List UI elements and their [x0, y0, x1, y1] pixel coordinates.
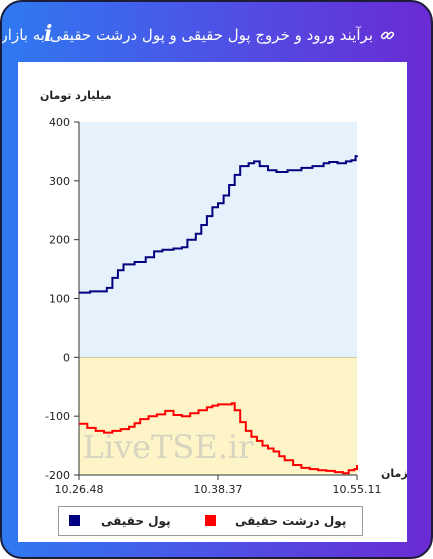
legend-swatch-big-real-money: [205, 515, 216, 526]
y-tick-label: -100: [45, 410, 70, 423]
chart-panel: 400 300 200 100 0 -100 -200 10.26.48 10.38.37 10.…: [18, 62, 408, 542]
y-tick-label: 300: [49, 175, 70, 188]
card-header: i برآیند ورود و خروج پول حقیقی و پول درش…: [0, 2, 431, 62]
link-icon[interactable]: [380, 28, 395, 43]
y-axis-label: میلیارد تومان: [40, 89, 112, 102]
x-tick-label: 10.38.37: [194, 483, 243, 496]
chart-legend: پول حقیقی پول درشت حقیقی: [58, 506, 363, 536]
x-tick-label: 10.26.48: [55, 483, 104, 496]
y-tick-label: -200: [45, 469, 70, 482]
x-tick-label: 10.55.11: [333, 483, 382, 496]
info-icon[interactable]: i: [44, 21, 53, 47]
series-line-big-real-money: [79, 402, 358, 475]
legend-label-big-real-money: پول درشت حقیقی: [235, 514, 347, 528]
legend-swatch-real-money: [69, 515, 80, 526]
y-tick-label: 200: [49, 234, 70, 247]
x-axis-label: زمان: [381, 467, 408, 480]
y-tick-label: 400: [49, 116, 70, 129]
y-tick-label: 0: [63, 351, 70, 364]
watermark: LiveTSE.ir: [83, 428, 255, 466]
legend-label-real-money: پول حقیقی: [101, 514, 171, 528]
series-line-real-money: [79, 155, 358, 294]
negative-area: [79, 357, 357, 475]
y-tick-label: 100: [49, 293, 70, 306]
card-title: برآیند ورود و خروج پول حقیقی و پول درشت …: [0, 26, 373, 44]
positive-area: [79, 122, 357, 358]
